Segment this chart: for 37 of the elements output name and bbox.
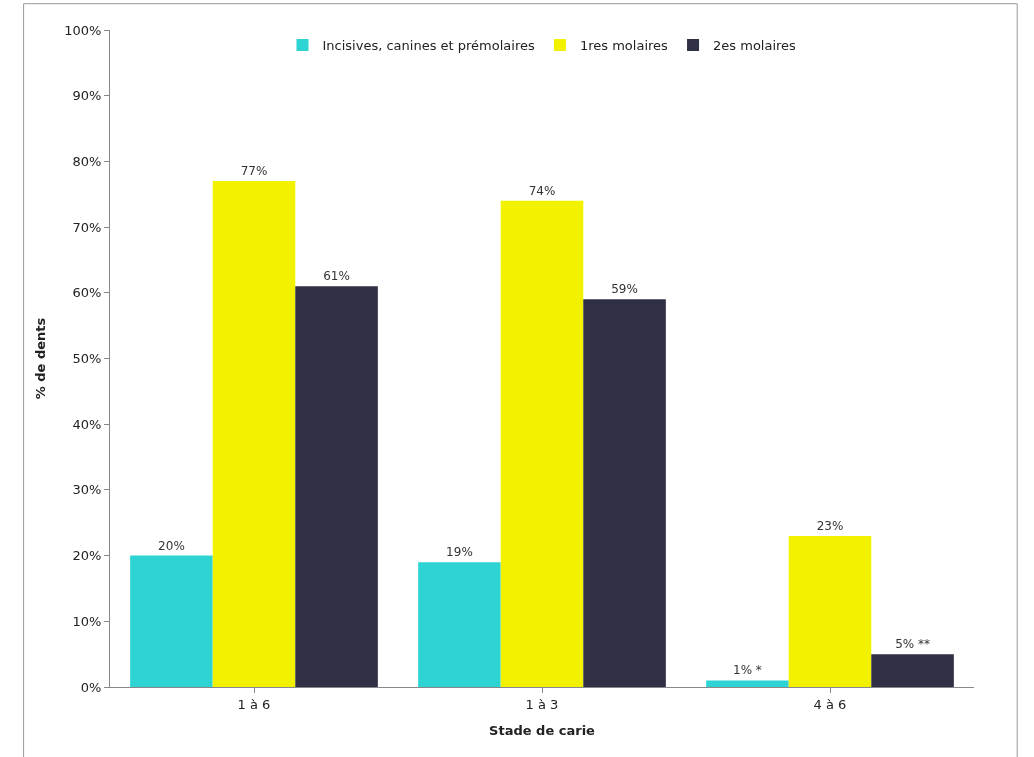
bar	[418, 562, 501, 687]
data-label: 59%	[611, 282, 638, 297]
x-tick-label: 4 à 6	[813, 696, 847, 712]
bar	[212, 181, 296, 687]
bar	[295, 286, 378, 687]
bar	[500, 200, 584, 687]
x-tick-label: 1 à 3	[525, 696, 559, 712]
y-axis-title: % de dents	[33, 317, 49, 400]
data-label: 23%	[816, 518, 844, 533]
data-label: 77%	[240, 164, 268, 179]
bar	[788, 535, 872, 687]
y-tick-label: 30%	[72, 482, 102, 498]
data-label: 61%	[323, 269, 350, 284]
y-tick-label: 70%	[72, 219, 102, 235]
data-label: 19%	[446, 545, 473, 560]
data-label: 5% **	[895, 637, 930, 652]
y-tick-label: 20%	[72, 548, 102, 564]
bar	[130, 555, 213, 687]
legend-label: 1res molaires	[579, 38, 669, 54]
y-tick-label: 50%	[72, 351, 102, 367]
data-label: 74%	[528, 183, 556, 198]
legend-label: 2es molaires	[713, 38, 797, 54]
y-tick-label: 60%	[72, 285, 102, 301]
bar	[706, 680, 789, 687]
x-axis-title: Stade de carie	[489, 723, 596, 739]
x-tick-label: 1 à 6	[237, 696, 271, 712]
bar	[583, 299, 666, 687]
y-tick-label: 100%	[64, 22, 102, 38]
bar	[871, 654, 954, 687]
y-tick-label: 80%	[72, 153, 102, 169]
legend-label: Incisives, canines et prémolaires	[322, 38, 535, 54]
y-tick-label: 0%	[80, 679, 102, 695]
data-label: 1% *	[733, 663, 762, 678]
y-tick-label: 10%	[72, 613, 102, 629]
y-tick-label: 40%	[72, 416, 102, 432]
data-label: 20%	[158, 538, 185, 553]
y-tick-label: 90%	[72, 88, 102, 104]
